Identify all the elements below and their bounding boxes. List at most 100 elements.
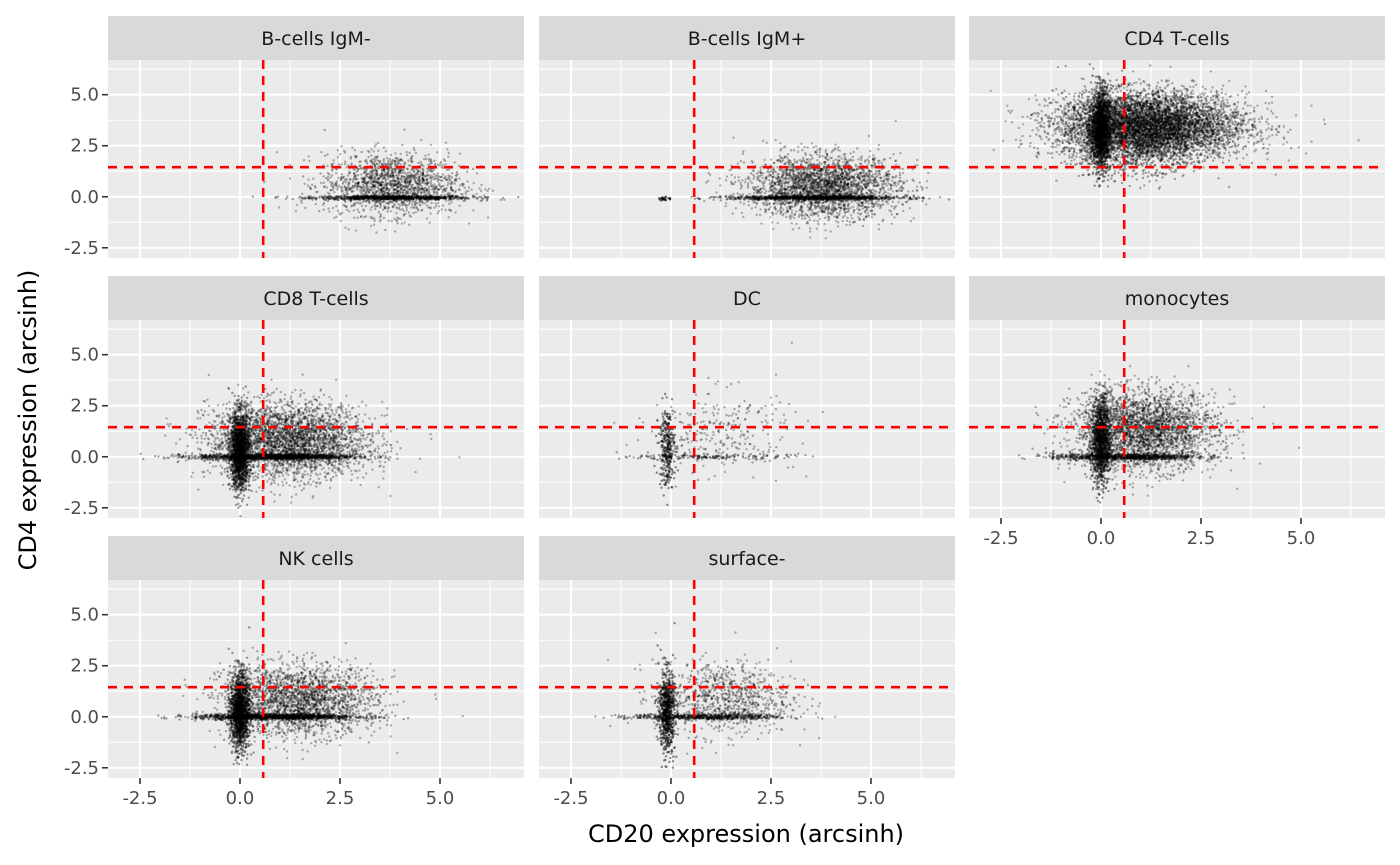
data-point	[873, 196, 877, 200]
data-point	[364, 197, 367, 200]
data-point	[369, 196, 372, 199]
points-layer	[658, 119, 951, 240]
data-point	[815, 153, 818, 156]
data-point	[347, 182, 350, 185]
data-point	[833, 196, 836, 200]
data-point	[841, 178, 844, 181]
data-point	[829, 230, 832, 233]
data-point	[461, 193, 464, 196]
data-point	[789, 195, 792, 198]
data-point	[330, 163, 334, 167]
data-point	[816, 195, 819, 198]
data-point	[428, 197, 431, 200]
facet-strip-label: B-cells IgM-	[261, 28, 370, 50]
data-point	[439, 185, 442, 189]
data-point	[808, 196, 811, 199]
data-point	[829, 196, 832, 199]
data-point	[378, 173, 381, 176]
data-point	[771, 213, 774, 216]
data-point	[848, 176, 851, 180]
data-point	[340, 145, 343, 148]
data-point	[486, 198, 489, 201]
data-point	[872, 194, 875, 197]
data-point	[414, 194, 417, 197]
data-point	[408, 183, 411, 186]
data-point	[396, 198, 400, 201]
data-point	[399, 168, 402, 172]
data-point	[765, 197, 768, 200]
data-point	[454, 194, 458, 198]
data-point	[368, 198, 371, 201]
data-point	[424, 197, 427, 200]
data-point	[811, 195, 814, 198]
data-point	[829, 195, 832, 198]
data-point	[448, 208, 451, 211]
data-point	[840, 175, 843, 179]
data-point	[373, 169, 376, 172]
data-point	[352, 189, 355, 193]
data-point	[341, 186, 344, 189]
data-point	[835, 197, 839, 201]
data-point	[373, 198, 376, 202]
data-point	[412, 193, 415, 196]
data-point	[392, 184, 396, 187]
data-point	[378, 201, 381, 204]
data-point	[370, 194, 373, 197]
data-point	[423, 197, 426, 201]
data-point	[355, 196, 358, 199]
data-point	[404, 197, 407, 200]
data-point	[363, 196, 366, 199]
data-point	[381, 171, 384, 175]
data-point	[420, 182, 424, 185]
data-point	[387, 177, 390, 181]
data-point	[406, 191, 410, 195]
data-point	[368, 179, 371, 183]
data-point	[418, 197, 421, 200]
data-point	[390, 162, 393, 166]
data-point	[744, 195, 747, 198]
data-point	[344, 160, 347, 163]
data-point	[381, 191, 384, 194]
data-point	[778, 182, 781, 185]
data-point	[369, 175, 373, 178]
data-point	[893, 205, 896, 209]
data-point	[804, 198, 807, 201]
data-point	[421, 171, 425, 175]
data-point	[719, 195, 722, 198]
data-point	[801, 193, 804, 196]
data-point	[382, 187, 385, 190]
data-point	[420, 198, 423, 201]
data-point	[388, 175, 391, 178]
data-point	[396, 189, 399, 193]
data-point	[408, 201, 411, 204]
data-point	[374, 200, 377, 204]
data-point	[846, 193, 849, 196]
data-point	[434, 187, 437, 190]
data-point	[392, 178, 395, 182]
data-point	[353, 197, 356, 200]
data-point	[351, 184, 354, 188]
data-point	[387, 191, 390, 195]
data-point	[766, 199, 769, 202]
data-point	[396, 189, 400, 192]
data-point	[815, 196, 819, 199]
data-point	[780, 196, 783, 199]
data-point	[389, 193, 392, 196]
data-point	[853, 195, 856, 198]
data-point	[839, 195, 842, 198]
data-point	[359, 188, 362, 191]
data-point	[741, 195, 744, 198]
data-point	[821, 198, 824, 201]
data-point	[368, 188, 372, 191]
data-point	[403, 197, 406, 200]
data-point	[405, 177, 408, 180]
data-point	[798, 196, 801, 199]
data-point	[404, 195, 407, 198]
data-point	[740, 194, 743, 197]
data-point	[789, 149, 793, 152]
data-point	[345, 178, 349, 181]
data-point	[849, 196, 852, 199]
data-point	[403, 185, 406, 188]
data-point	[362, 180, 366, 184]
data-point	[369, 177, 372, 180]
